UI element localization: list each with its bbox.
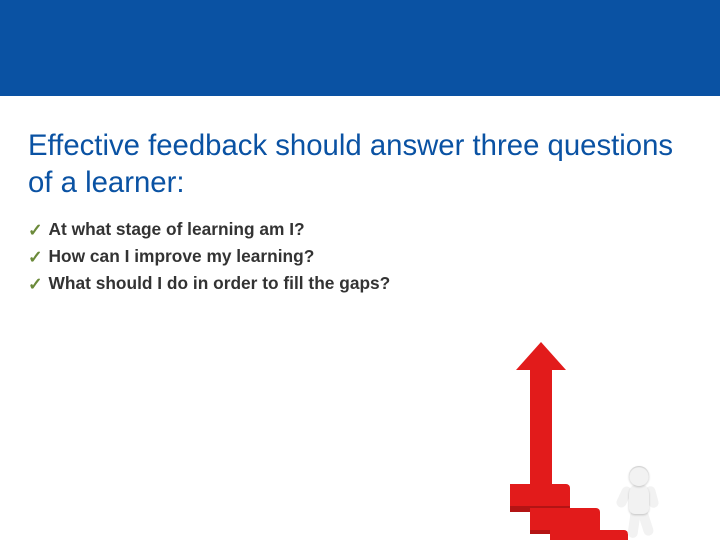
list-item: ✓ How can I improve my learning? — [28, 246, 692, 267]
arrow-shaft-icon — [530, 356, 552, 486]
bullet-text: How can I improve my learning? — [49, 246, 315, 267]
bullet-list: ✓ At what stage of learning am I? ✓ How … — [28, 219, 692, 294]
checkmark-icon: ✓ — [28, 274, 43, 295]
slide-title: Effective feedback should answer three q… — [28, 128, 692, 201]
figure-body-icon — [629, 484, 649, 514]
list-item: ✓ What should I do in order to fill the … — [28, 273, 692, 294]
list-item: ✓ At what stage of learning am I? — [28, 219, 692, 240]
stairs-illustration: shutterstock — [420, 356, 680, 540]
stair-step-icon — [550, 530, 628, 540]
header-banner — [0, 0, 720, 96]
bullet-text: At what stage of learning am I? — [49, 219, 305, 240]
checkmark-icon: ✓ — [28, 247, 43, 268]
bullet-text: What should I do in order to fill the ga… — [49, 273, 391, 294]
checkmark-icon: ✓ — [28, 220, 43, 241]
arrow-head-icon — [516, 342, 566, 370]
figure-head-icon — [629, 466, 649, 486]
content-area: Effective feedback should answer three q… — [0, 96, 720, 294]
